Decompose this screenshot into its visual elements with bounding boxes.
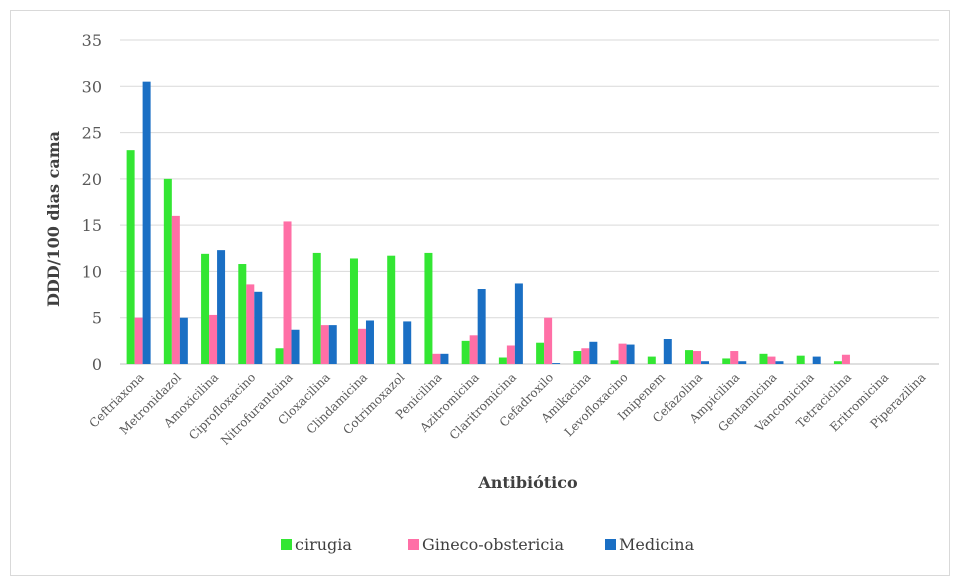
bar-medicina [254,291,263,364]
bar-medicina [403,321,412,364]
y-tick-label: 35 [82,31,102,50]
bar-cirugia [498,357,507,364]
y-tick-label: 15 [82,216,102,235]
bar-gineco-obstericia [357,328,366,364]
bar-cirugia [833,361,842,364]
bar-cirugia [722,358,731,364]
bar-gineco-obstericia [581,348,590,364]
bar-gineco-obstericia [171,215,180,364]
bar-medicina [440,353,449,364]
bar-gineco-obstericia [209,314,218,364]
bar-medicina [291,329,300,364]
y-tick-label: 20 [82,170,102,189]
bar-gineco-obstericia [469,335,478,364]
legend: cirugia Gineco-obstericia Medicina [281,535,695,554]
x-axis-ticks: CeftriaxonaMetronidazolAmoxicilinaCiprof… [87,370,929,448]
x-tick-label: Ciprofloxacino [186,370,258,442]
legend-label: Gineco-obstericia [422,535,565,554]
bar-cirugia [126,150,135,364]
x-axis-title: Antibiótico [477,473,578,492]
bar-gineco-obstericia [432,353,441,364]
y-tick-label: 0 [92,355,102,374]
bar-gineco-obstericia [618,343,627,364]
legend-swatch [605,539,616,550]
bar-medicina [701,361,710,364]
legend-swatch [408,539,419,550]
bar-cirugia [349,258,358,364]
y-tick-label: 30 [82,77,102,96]
bar-cirugia [201,253,210,364]
bar-cirugia [461,340,470,364]
bar-cirugia [238,264,247,364]
bar-medicina [142,81,151,365]
bar-medicina [328,325,337,364]
bar-medicina [365,320,374,364]
bar-gineco-obstericia [320,325,329,364]
legend-label: cirugia [295,535,352,554]
y-tick-label: 10 [82,262,102,281]
bar-medicina [552,363,561,364]
bar-gineco-obstericia [283,221,292,364]
bar-medicina [589,341,598,364]
bar-gineco-obstericia [246,284,255,364]
bar-cirugia [647,356,656,364]
bars [126,81,850,365]
legend-swatch [281,539,292,550]
bar-medicina [812,356,821,364]
bar-cirugia [573,351,582,364]
bar-gineco-obstericia [841,354,850,364]
bar-gineco-obstericia [544,317,553,364]
bar-medicina [626,344,635,364]
bar-medicina [217,250,226,364]
bar-cirugia [312,252,321,364]
bar-gineco-obstericia [693,351,702,364]
bar-gineco-obstericia [506,345,515,364]
bar-gineco-obstericia [134,317,143,364]
bar-cirugia [759,353,768,364]
chart-frame: 0 5 10 15 20 25 30 35 Ceftriaxona Metronidazol Am… [10,10,950,576]
bar-cirugia [685,350,694,364]
legend-label: Medicina [619,535,695,554]
y-tick-label: 25 [82,124,102,143]
y-axis-ticks: 0 5 10 15 20 25 30 35 [82,31,102,374]
bar-medicina [477,289,486,364]
bar-gineco-obstericia [730,351,739,364]
bar-cirugia [536,342,545,364]
bar-cirugia [275,348,284,364]
bar-medicina [514,283,523,364]
bar-medicina [663,339,672,364]
y-axis-title: DDD/100 dias cama [44,131,63,307]
x-tick-label: Claritromicina [447,370,519,442]
bar-medicina [179,317,188,364]
bar-chart: 0 5 10 15 20 25 30 35 CeftriaxonaMetronidazolAm… [44,31,939,554]
bar-cirugia [424,252,433,364]
bar-medicina [775,361,784,364]
bar-cirugia [163,178,172,364]
bar-cirugia [796,355,805,364]
bar-cirugia [387,255,396,364]
bar-medicina [738,361,747,364]
y-tick-label: 5 [92,309,102,328]
bar-cirugia [610,360,619,364]
bar-gineco-obstericia [767,356,776,364]
